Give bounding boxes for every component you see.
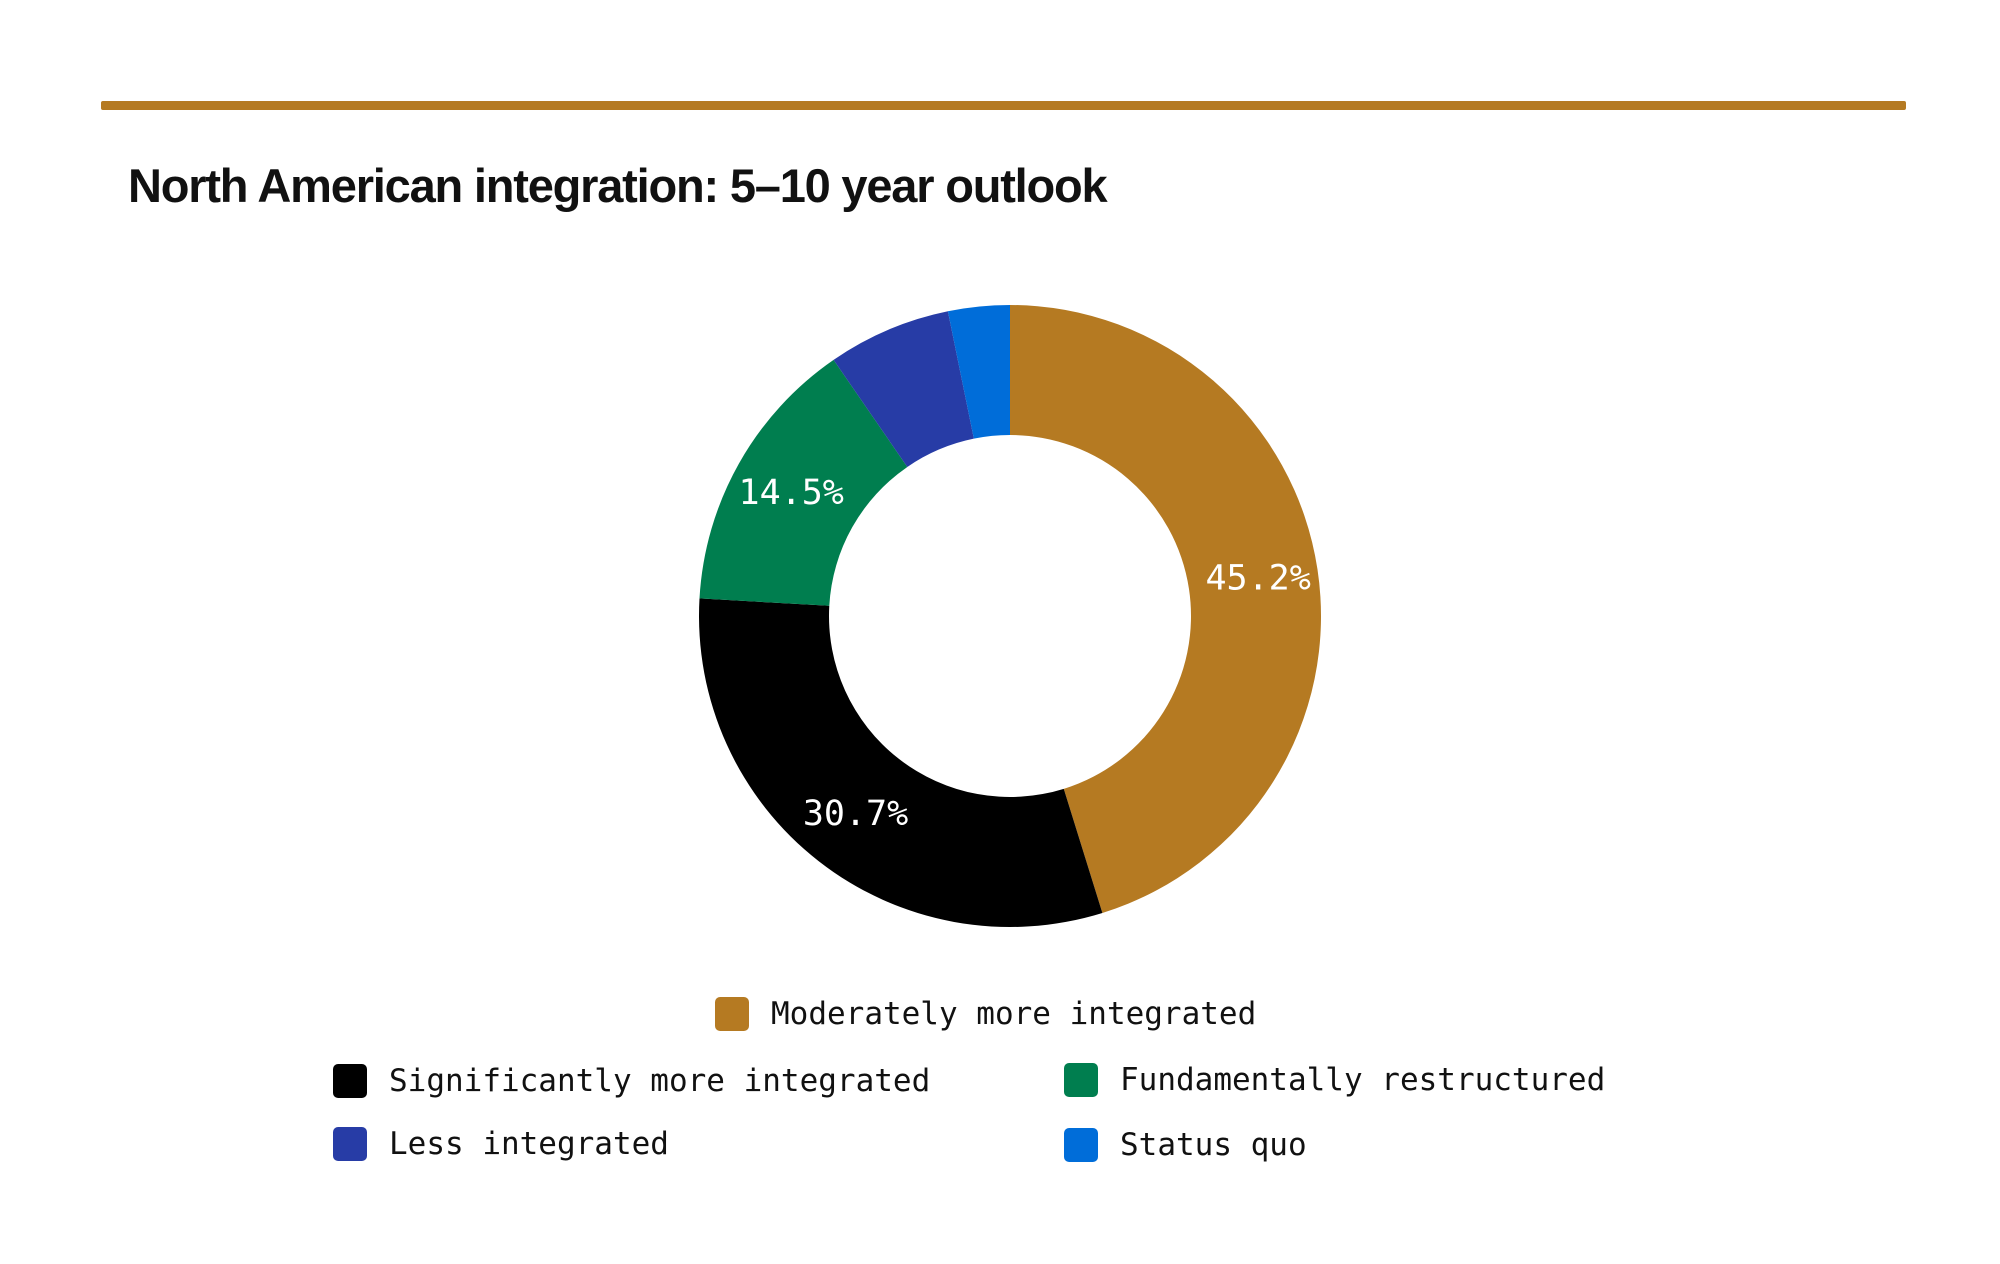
slice-label-fundamentally-restructured: 14.5% xyxy=(739,473,844,513)
donut-slices xyxy=(699,305,1321,927)
legend-label-moderately: Moderately more integrated xyxy=(771,996,1257,1032)
legend-item-significantly: Significantly more integrated xyxy=(333,1063,930,1099)
legend-swatch-significantly xyxy=(333,1064,367,1098)
legend-label-fundamentally: Fundamentally restructured xyxy=(1120,1062,1606,1098)
legend-swatch-moderately xyxy=(715,997,749,1031)
legend-label-significantly: Significantly more integrated xyxy=(389,1063,931,1099)
chart-title: North American integration: 5–10 year ou… xyxy=(128,159,1108,212)
legend-item-moderately: Moderately more integrated xyxy=(715,996,1256,1032)
legend-item-fundamentally: Fundamentally restructured xyxy=(1064,1062,1605,1098)
slice-fundamentally-restructured xyxy=(699,359,908,606)
legend-item-less: Less integrated xyxy=(333,1126,669,1162)
slice-significantly-more-integrated xyxy=(699,598,1103,927)
top-accent-rule xyxy=(101,101,1906,110)
slice-moderately-more-integrated xyxy=(1010,305,1321,913)
slice-label-significantly-more-integrated: 30.7% xyxy=(803,794,908,834)
legend-item-status-quo: Status quo xyxy=(1064,1127,1307,1163)
legend-swatch-status-quo xyxy=(1064,1128,1098,1162)
legend-swatch-fundamentally xyxy=(1064,1063,1098,1097)
legend-label-less: Less integrated xyxy=(389,1126,669,1162)
legend-label-status-quo: Status quo xyxy=(1120,1127,1307,1163)
legend-swatch-less xyxy=(333,1127,367,1161)
slice-labels: 45.2% 30.7% 14.5% xyxy=(739,473,1311,834)
slice-status-quo xyxy=(947,305,1010,439)
slice-label-moderately-more-integrated: 45.2% xyxy=(1205,558,1310,598)
slice-less-integrated xyxy=(833,311,974,467)
